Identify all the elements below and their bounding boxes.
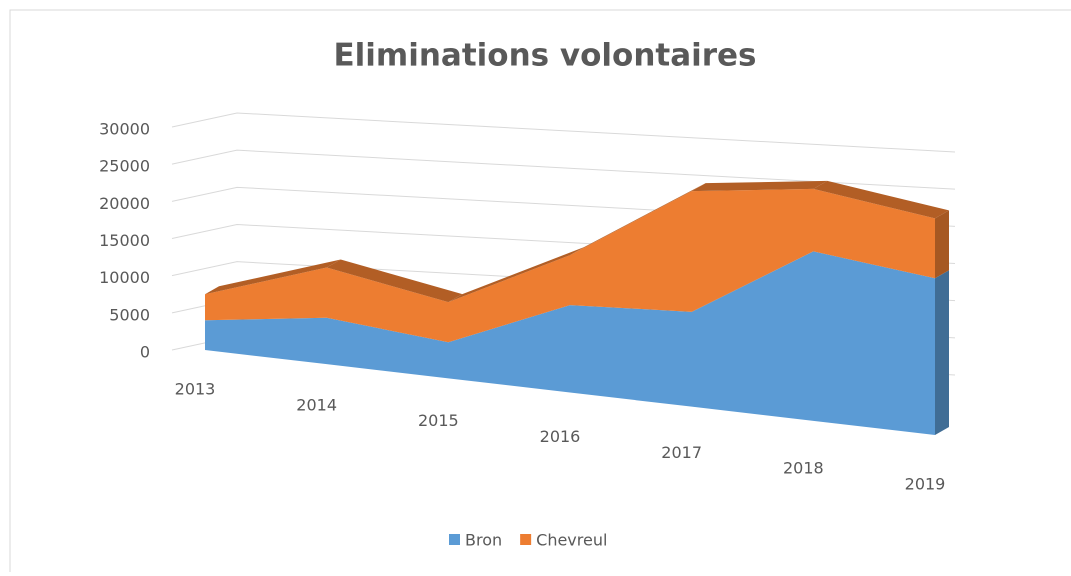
legend-swatch <box>449 534 460 545</box>
area-side <box>935 270 949 435</box>
area-top <box>691 180 828 192</box>
x-tick-label: 2019 <box>905 475 946 494</box>
area-side <box>935 210 949 279</box>
y-tick-label: 15000 <box>99 231 150 250</box>
legend-label: Chevreul <box>536 531 607 550</box>
y-tick-label: 0 <box>140 343 150 362</box>
x-tick-label: 2015 <box>418 411 459 430</box>
y-tick-label: 25000 <box>99 157 150 176</box>
area-top <box>570 183 706 256</box>
legend: Bron Chevreul <box>449 531 607 550</box>
grid-line <box>171 149 956 190</box>
chart-frame <box>9 9 1071 576</box>
y-tick-label: 10000 <box>99 268 150 287</box>
x-tick-label: 2018 <box>783 459 824 478</box>
legend-swatch <box>520 534 532 545</box>
area-top <box>205 259 341 295</box>
x-tick-label: 2017 <box>661 443 702 462</box>
area <box>205 188 935 343</box>
x-tick-label: 2013 <box>175 380 216 399</box>
grid-line <box>171 112 956 153</box>
legend-label: Bron <box>465 531 502 550</box>
area <box>205 251 935 435</box>
x-tick-label: 2014 <box>296 395 337 414</box>
area-top <box>326 259 463 303</box>
x-tick-label: 2016 <box>540 427 581 446</box>
plot-area <box>205 180 949 435</box>
y-tick-label: 30000 <box>99 120 150 139</box>
chart-title: Eliminations volontaires <box>333 38 756 74</box>
area-top <box>448 247 584 303</box>
y-tick-label: 5000 <box>109 305 150 324</box>
area-top <box>813 180 949 219</box>
y-tick-label: 20000 <box>99 194 150 213</box>
